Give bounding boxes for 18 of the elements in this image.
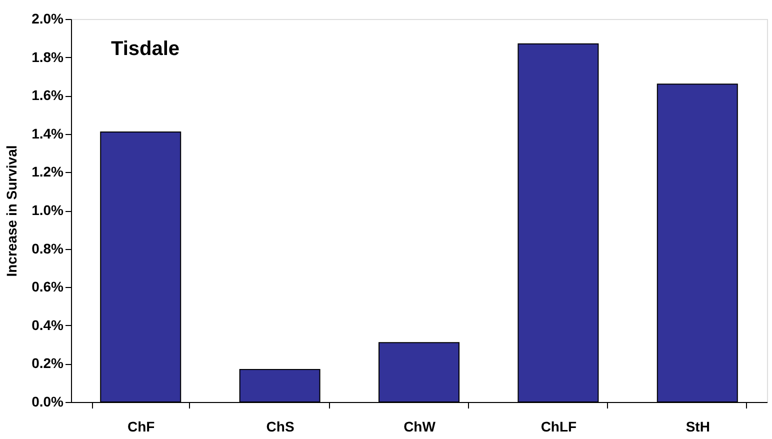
text: Tisdale [111,38,180,60]
x-tick-label: ChF [127,418,156,434]
x-tick-label: StH [686,418,710,434]
y-axis-title: Increase in Survival [4,145,20,277]
x-tick-label: ChS [266,418,294,434]
y-tick-label: 2.0% [32,10,64,26]
x-tick-label: ChLF [540,418,578,434]
x-tick-label: ChW [404,418,436,434]
y-tick-label: 0.2% [32,355,64,372]
y-tick-label: 0.6% [32,278,64,295]
y-tick-label: 0.8% [32,240,64,256]
y-tick-label: 1.6% [32,87,64,104]
y-tick-label: 1.4% [32,125,64,142]
y-tick-label: 0.0% [32,394,64,410]
y-tick-label: 1.0% [32,202,64,218]
y-tick-label: 1.2% [32,164,64,180]
y-tick-label: 0.4% [32,316,64,333]
y-tick-label: 1.8% [32,48,64,65]
